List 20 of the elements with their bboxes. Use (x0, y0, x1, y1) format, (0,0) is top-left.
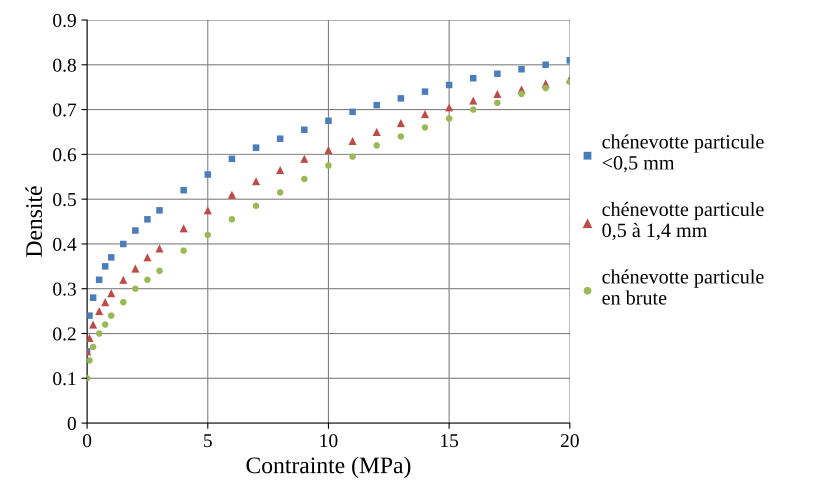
legend-label: chénevotte particule <0,5 mm (602, 134, 764, 172)
x-tick-label: 0 (82, 434, 92, 448)
y-tick-label: 0.3 (53, 282, 76, 296)
x-tick-label: 10 (320, 434, 338, 448)
y-tick-label: 0.6 (53, 148, 76, 162)
y-tick-label: 0 (68, 416, 76, 430)
y-tick-label: 0.4 (53, 238, 76, 251)
y-tick-label: 0.5 (53, 192, 76, 206)
x-tick-label: 15 (441, 434, 458, 448)
legend-label: chénevotte particule en brute (602, 269, 764, 305)
y-tick-label: 0.1 (53, 372, 76, 386)
y-tick-label: 0.2 (53, 327, 76, 341)
y-tick-label: 0.7 (53, 103, 76, 117)
y-axis-title: Densité (25, 186, 42, 257)
x-tick-label: 5 (204, 434, 212, 448)
y-tick-label: 0.9 (53, 14, 76, 28)
y-tick-label: 0.8 (53, 58, 76, 72)
legend-label: chénevotte particule 0,5 à 1,4 mm (602, 202, 764, 240)
x-axis-title: Contrainte (MPa) (246, 456, 410, 478)
x-tick-label: 20 (560, 434, 579, 448)
